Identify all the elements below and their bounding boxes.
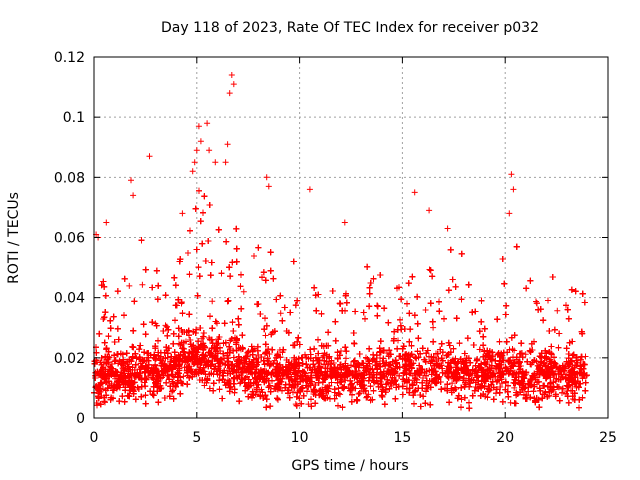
data-point bbox=[522, 351, 529, 358]
data-point bbox=[507, 399, 514, 406]
data-point bbox=[180, 373, 187, 380]
data-point bbox=[277, 310, 284, 317]
data-point bbox=[162, 322, 169, 329]
data-point bbox=[449, 380, 456, 387]
data-point bbox=[209, 298, 216, 305]
data-point bbox=[240, 288, 247, 295]
data-point bbox=[337, 391, 344, 398]
data-point bbox=[511, 384, 518, 391]
data-point bbox=[343, 355, 349, 362]
data-point bbox=[430, 324, 437, 331]
data-point bbox=[292, 401, 299, 408]
data-point bbox=[363, 394, 370, 401]
data-point bbox=[126, 282, 133, 289]
data-point bbox=[139, 281, 146, 288]
data-points bbox=[91, 72, 590, 412]
data-point bbox=[554, 307, 561, 314]
data-point bbox=[422, 307, 429, 313]
